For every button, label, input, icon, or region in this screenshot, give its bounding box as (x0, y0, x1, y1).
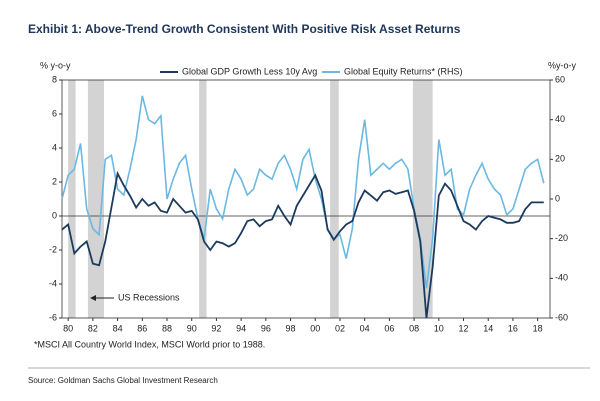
y2-tick-label: -60 (555, 312, 568, 322)
x-tick-label: 16 (508, 323, 518, 333)
x-tick-label: 92 (211, 323, 221, 333)
recession-band (412, 80, 433, 318)
recession-band (68, 80, 76, 318)
y-tick-label: 6 (52, 108, 57, 118)
y2-axis-label: %y-o-y (548, 60, 577, 70)
x-tick-label: 96 (261, 323, 271, 333)
x-tick-label: 04 (360, 323, 370, 333)
x-tick-label: 10 (434, 323, 444, 333)
x-tick-label: 14 (483, 323, 493, 333)
series-line (61, 95, 545, 289)
x-tick-label: 08 (409, 323, 419, 333)
x-tick-label: 02 (335, 323, 345, 333)
footnote: *MSCI All Country World Index, MSCI Worl… (34, 339, 265, 349)
y-tick-label: 8 (52, 74, 57, 84)
annotation-arrowhead (90, 295, 96, 301)
x-tick-label: 18 (533, 323, 543, 333)
y-tick-label: 2 (52, 176, 57, 186)
series-line (61, 170, 544, 319)
legend-label: Global GDP Growth Less 10y Avg (182, 66, 317, 76)
y-tick-label: -4 (49, 278, 57, 288)
legend-label: Global Equity Returns* (RHS) (344, 66, 463, 76)
y-axis-label: % y-o-y (40, 60, 71, 70)
recession-band (330, 80, 339, 318)
source: Source: Goldman Sachs Global Investment … (28, 376, 218, 385)
chart-title: Exhibit 1: Above-Trend Growth Consistent… (28, 22, 461, 36)
y2-tick-label: 40 (555, 114, 565, 124)
x-tick-label: 82 (88, 323, 98, 333)
x-tick-label: 80 (63, 323, 73, 333)
y-tick-label: -6 (49, 312, 57, 322)
y2-tick-label: -40 (555, 273, 568, 283)
y-tick-label: -2 (49, 244, 57, 254)
y2-tick-label: 60 (555, 74, 565, 84)
x-tick-label: 88 (162, 323, 172, 333)
plot-frame (61, 79, 551, 319)
y2-tick-label: 20 (555, 154, 565, 164)
y-tick-label: 0 (52, 210, 57, 220)
y2-tick-label: -20 (555, 233, 568, 243)
y-tick-label: 4 (52, 142, 57, 152)
x-tick-label: 12 (459, 323, 469, 333)
recession-band (199, 80, 207, 318)
x-tick-label: 00 (310, 323, 320, 333)
x-tick-label: 84 (113, 323, 123, 333)
y2-tick-label: 0 (555, 193, 560, 203)
x-tick-label: 98 (286, 323, 296, 333)
x-tick-label: 94 (236, 323, 246, 333)
annotation: US Recessions (118, 292, 180, 302)
x-tick-label: 86 (137, 323, 147, 333)
x-tick-label: 90 (187, 323, 197, 333)
x-tick-label: 06 (384, 323, 394, 333)
